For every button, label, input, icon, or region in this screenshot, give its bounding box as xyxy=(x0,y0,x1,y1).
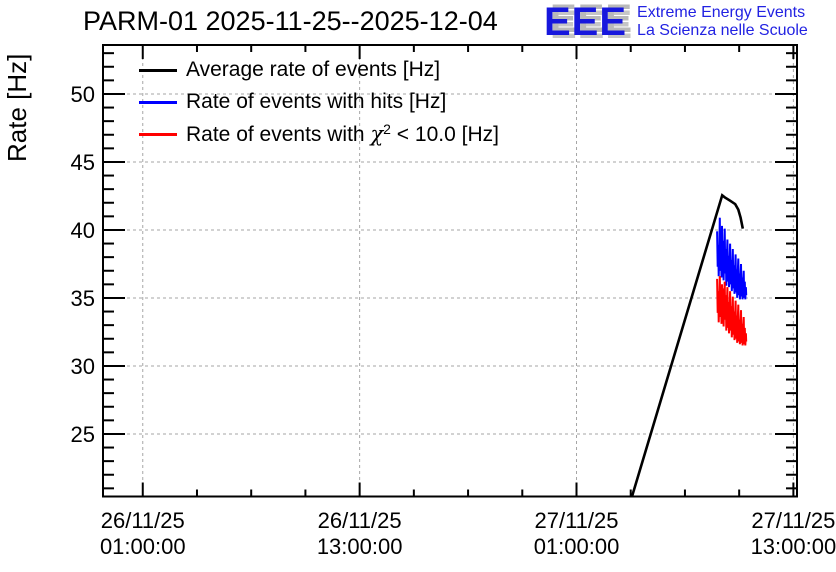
series-line-2 xyxy=(716,276,748,346)
x-tick-label-date: 26/11/25 xyxy=(318,508,402,533)
chi2-label-pre: Rate of events with xyxy=(186,123,371,146)
y-axis-title: Rate [Hz] xyxy=(2,53,32,162)
chi-glyph: χ xyxy=(370,122,384,146)
legend-line-blue xyxy=(139,100,177,104)
eee-letters: EEE xyxy=(544,0,628,44)
x-tick-label-date: 27/11/25 xyxy=(751,508,835,533)
legend-line-red xyxy=(139,132,177,136)
legend-line-black xyxy=(139,68,177,72)
y-tick-label: 25 xyxy=(71,422,95,447)
chart-title: PARM-01 2025-11-25--2025-12-04 xyxy=(83,6,498,36)
y-tick-label: 35 xyxy=(71,286,95,311)
legend-row-hits: Rate of events with hits [Hz] xyxy=(139,86,499,118)
legend-row-average: Average rate of events [Hz] xyxy=(139,54,499,86)
legend-label-hits: Rate of events with hits [Hz] xyxy=(186,90,447,113)
axis-frame xyxy=(102,44,798,498)
chi2-label-post: < 10.0 [Hz] xyxy=(390,123,499,146)
x-tick-label-time: 13:00:00 xyxy=(751,534,836,559)
legend-label-chi2: Rate of events with χ2 < 10.0 [Hz] xyxy=(186,121,499,147)
legend-row-chi2: Rate of events with χ2 < 10.0 [Hz] xyxy=(139,118,499,150)
x-tick-label-time: 01:00:00 xyxy=(100,534,186,559)
logo-tagline-2: La Scienza nelle Scuole xyxy=(637,22,808,39)
series-line-0 xyxy=(630,193,745,497)
y-tick-label: 30 xyxy=(71,354,95,379)
x-tick-label-time: 13:00:00 xyxy=(317,534,403,559)
x-tick-label-date: 26/11/25 xyxy=(101,508,185,533)
chi-superscript: 2 xyxy=(383,121,391,137)
eee-logo: EEE Extreme Energy Events La Scienza nel… xyxy=(544,0,808,44)
y-tick-label: 50 xyxy=(71,82,95,107)
legend-label-average: Average rate of events [Hz] xyxy=(186,58,441,81)
chart-legend: Average rate of events [Hz] Rate of even… xyxy=(139,54,499,150)
y-tick-label: 45 xyxy=(71,150,95,175)
y-tick-label: 40 xyxy=(71,218,95,243)
x-tick-label-time: 01:00:00 xyxy=(534,534,620,559)
logo-tagline-1: Extreme Energy Events xyxy=(637,4,806,21)
logo-taglines: Extreme Energy Events La Scienza nelle S… xyxy=(637,4,808,40)
x-tick-label-date: 27/11/25 xyxy=(535,508,619,533)
series-line-1 xyxy=(716,217,748,300)
